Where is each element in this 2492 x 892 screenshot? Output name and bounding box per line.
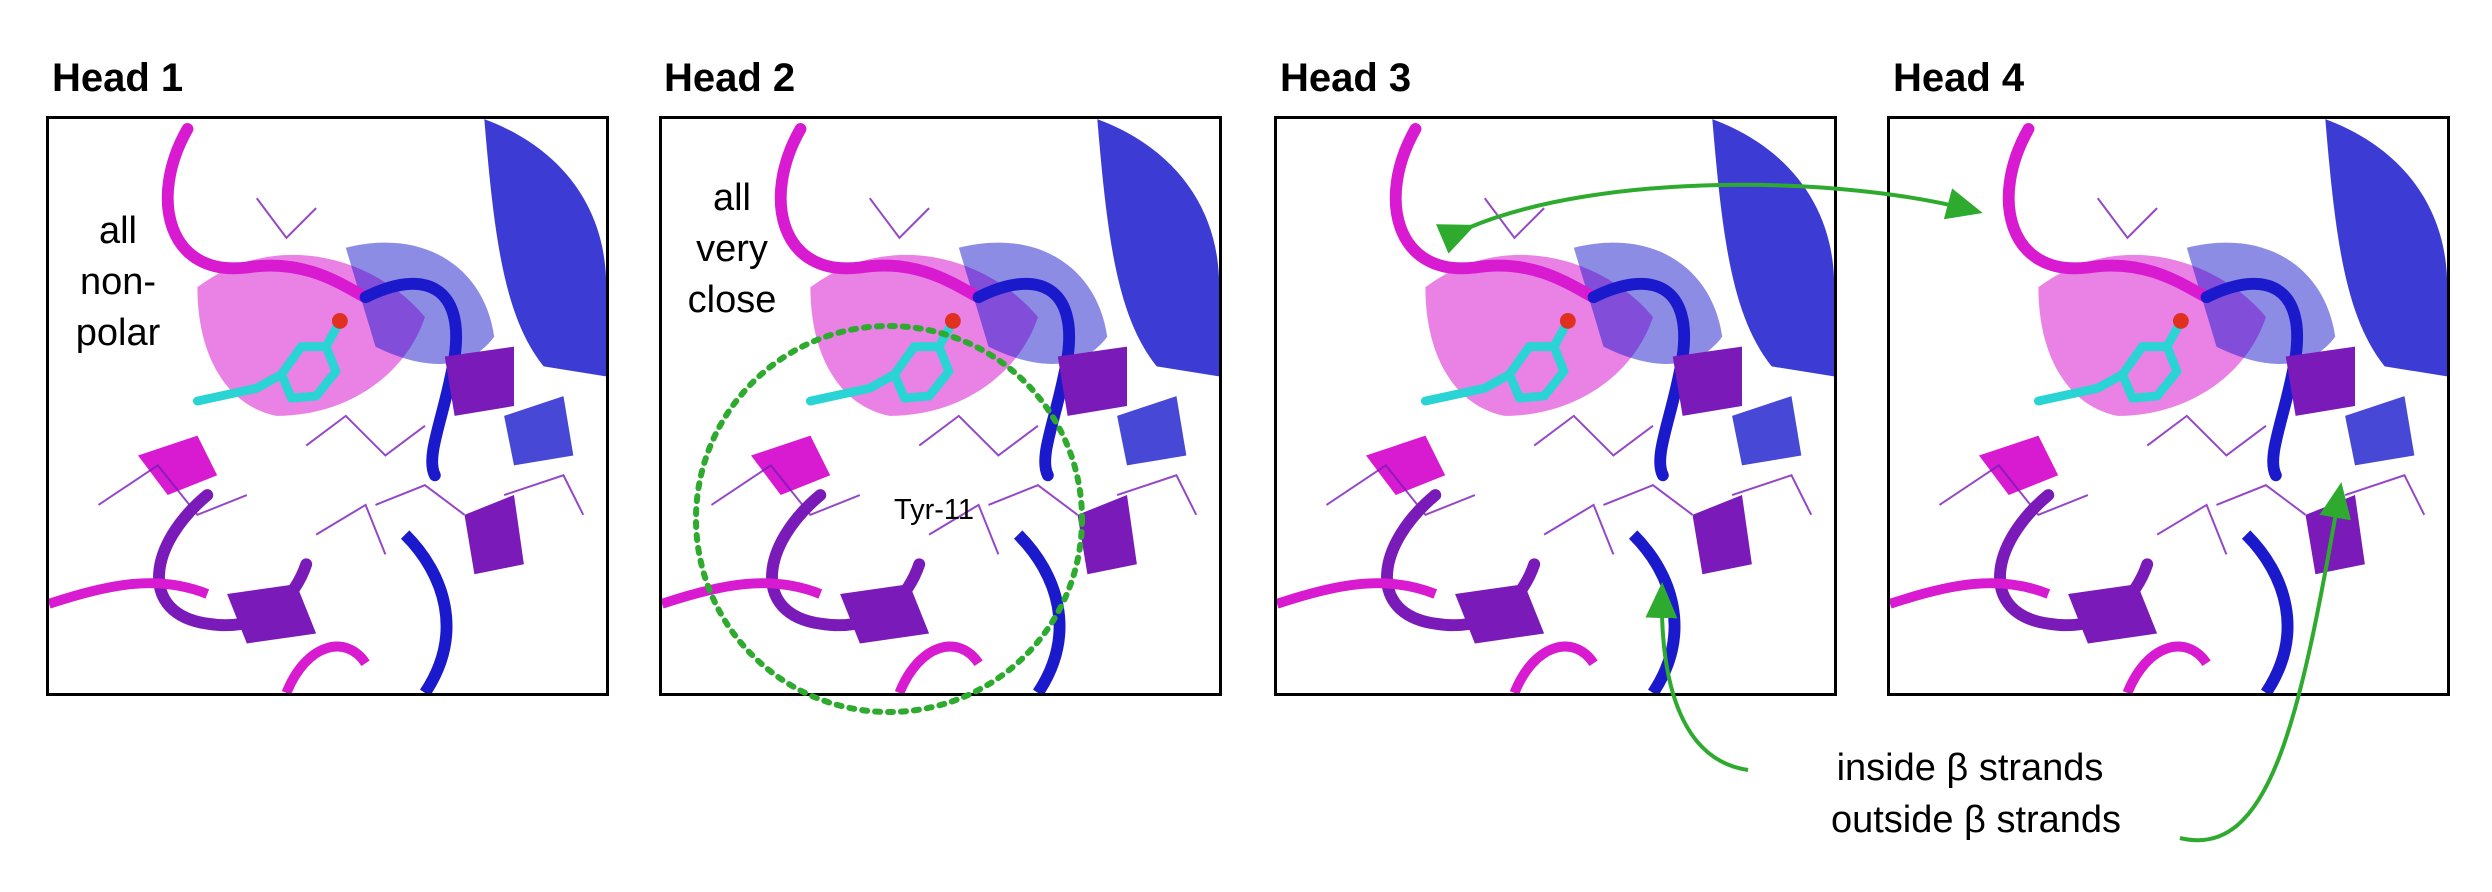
inside-strands-label: inside β strands: [1836, 747, 2104, 789]
note-line: all: [712, 177, 752, 219]
head-4-title: Head 4: [1893, 56, 2025, 100]
head-1-panel: [46, 116, 609, 696]
note-line: close: [687, 279, 777, 321]
outside-strands-label: outside β strands: [1830, 799, 2122, 841]
protein-structure-image: [1890, 119, 2447, 693]
head-3-title: Head 3: [1280, 56, 1412, 100]
head-2-title: Head 2: [664, 56, 796, 100]
head-1-note: all non- polar: [58, 206, 178, 359]
head-2-note: all very close: [668, 173, 796, 326]
protein-structure-image: [49, 119, 606, 693]
protein-structure-image: [1277, 119, 1834, 693]
residue-label: Tyr-11: [894, 494, 975, 526]
head-4-panel: [1887, 116, 2450, 696]
note-line: very: [696, 228, 768, 270]
head-1-title: Head 1: [52, 56, 184, 100]
head-3-panel: [1274, 116, 1837, 696]
note-line: all: [98, 210, 138, 252]
note-line: polar: [75, 312, 161, 354]
note-line: non-: [79, 261, 157, 303]
